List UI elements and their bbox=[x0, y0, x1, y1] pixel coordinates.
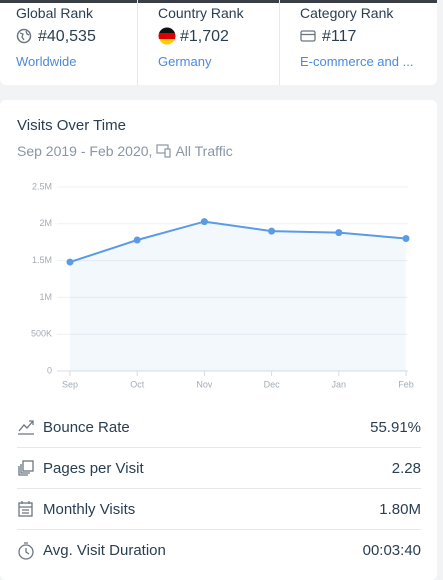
rank-link[interactable]: Worldwide bbox=[16, 54, 77, 69]
separator bbox=[17, 447, 421, 448]
metric-label: Avg. Visit Duration bbox=[43, 542, 166, 559]
y-tick-label: 1.5M bbox=[32, 255, 52, 265]
separator bbox=[17, 529, 421, 530]
globe-icon bbox=[16, 28, 32, 44]
y-tick-label: 2.5M bbox=[32, 181, 52, 191]
point bbox=[335, 229, 343, 237]
rank-value: #117 bbox=[322, 28, 357, 45]
x-tick-label: Dec bbox=[264, 379, 281, 389]
metric-value: 00:03:40 bbox=[362, 542, 421, 559]
metric-value: 1.80M bbox=[379, 501, 421, 518]
bounce-icon bbox=[18, 420, 34, 435]
pages-icon bbox=[18, 460, 34, 476]
point bbox=[66, 258, 74, 266]
separator bbox=[17, 488, 421, 489]
rank-card bbox=[0, 0, 437, 85]
metric-label: Bounce Rate bbox=[43, 419, 130, 436]
x-tick-label: Feb bbox=[398, 379, 414, 389]
visits-card bbox=[0, 100, 437, 580]
rank-link[interactable]: Germany bbox=[158, 54, 212, 69]
clock-icon bbox=[18, 542, 34, 560]
rank-value: #1,702 bbox=[180, 28, 229, 45]
category-icon bbox=[300, 30, 316, 42]
point bbox=[200, 218, 208, 226]
y-tick-label: 1M bbox=[39, 292, 52, 302]
metric-value: 2.28 bbox=[391, 460, 421, 477]
separator bbox=[279, 0, 280, 85]
traffic-type: All Traffic bbox=[175, 143, 233, 159]
x-tick-label: Sep bbox=[62, 379, 78, 389]
x-tick-label: Nov bbox=[196, 379, 213, 389]
calendar-icon bbox=[18, 501, 33, 517]
top-bar bbox=[0, 0, 437, 3]
chart-title: Visits Over Time bbox=[17, 117, 126, 134]
area bbox=[70, 221, 406, 371]
x-tick-label: Oct bbox=[130, 379, 145, 389]
chart-subtitle: Sep 2019 - Feb 2020, All Traffic bbox=[17, 143, 233, 159]
line bbox=[69, 220, 407, 264]
date-range: Sep 2019 - Feb 2020, bbox=[17, 143, 153, 159]
device-icon bbox=[156, 144, 171, 158]
metric-label: Monthly Visits bbox=[43, 501, 136, 518]
rank-link[interactable]: E-commerce and ... bbox=[300, 54, 414, 69]
x-tick-label: Jan bbox=[332, 379, 347, 389]
chart: 0 500K 1M 1.5M 2M 2.5M Sep Oct Nov Dec Jan Feb bbox=[31, 181, 414, 389]
y-tick-label: 0 bbox=[47, 365, 52, 375]
rank-value: #40,535 bbox=[38, 28, 96, 45]
metric-label: Pages per Visit bbox=[43, 460, 144, 477]
rank-title: Global Rank bbox=[16, 5, 94, 21]
rank-title: Country Rank bbox=[158, 5, 244, 21]
separator bbox=[137, 0, 138, 85]
metric-value: 55.91% bbox=[370, 419, 421, 436]
y-tick-label: 500K bbox=[31, 329, 52, 339]
flag-icon bbox=[158, 27, 176, 45]
rank-title: Category Rank bbox=[300, 5, 394, 21]
point bbox=[268, 227, 276, 235]
point bbox=[133, 236, 141, 244]
y-tick-label: 2M bbox=[39, 218, 52, 228]
point bbox=[402, 235, 410, 243]
